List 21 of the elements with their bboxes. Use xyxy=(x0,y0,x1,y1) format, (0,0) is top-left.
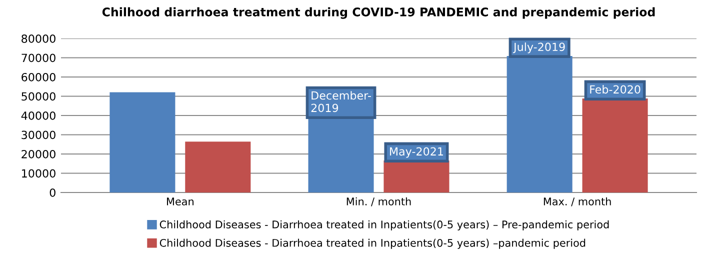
bar xyxy=(185,142,251,192)
y-tick-label: 30000 xyxy=(22,130,56,140)
y-tick-label: 50000 xyxy=(22,92,56,101)
legend-label: Childhood Diseases - Diarrhoea treated in Inpatients(0-5 years) –pandemic period xyxy=(160,238,586,249)
y-tick-label: 80000 xyxy=(22,34,56,43)
x-tick-label: Min. / month xyxy=(346,197,411,206)
y-tick-label: 70000 xyxy=(22,54,56,62)
chart-title: Chilhood diarrhoea treatment during COVID-19 PANDEMIC and prepandemic period xyxy=(102,7,655,19)
x-tick-label: Mean xyxy=(167,198,194,206)
bar xyxy=(110,92,176,192)
x-tick-label: Max. / month xyxy=(544,197,611,206)
annotation: December- 2019 xyxy=(311,91,371,112)
y-tick-label: 0 xyxy=(50,188,56,197)
y-tick-label: 20000 xyxy=(22,150,56,158)
y-tick-label: 10000 xyxy=(22,169,56,178)
annotation: May-2021 xyxy=(390,147,443,158)
annotation: Feb-2020 xyxy=(590,85,640,94)
y-tick-label: 60000 xyxy=(22,72,56,82)
y-tick-label: 40000 xyxy=(21,111,56,120)
annotation: July-2019 xyxy=(512,42,565,54)
legend-label: Childhood Diseases - Diarrhoea treated in Inpatients(0-5 years) – Pre-pandemic period xyxy=(160,220,609,230)
